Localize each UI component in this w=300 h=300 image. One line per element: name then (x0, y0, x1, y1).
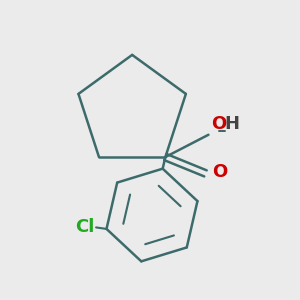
Text: H: H (225, 115, 240, 133)
Text: Cl: Cl (75, 218, 94, 236)
Text: O: O (212, 163, 227, 181)
Text: O: O (211, 115, 226, 133)
